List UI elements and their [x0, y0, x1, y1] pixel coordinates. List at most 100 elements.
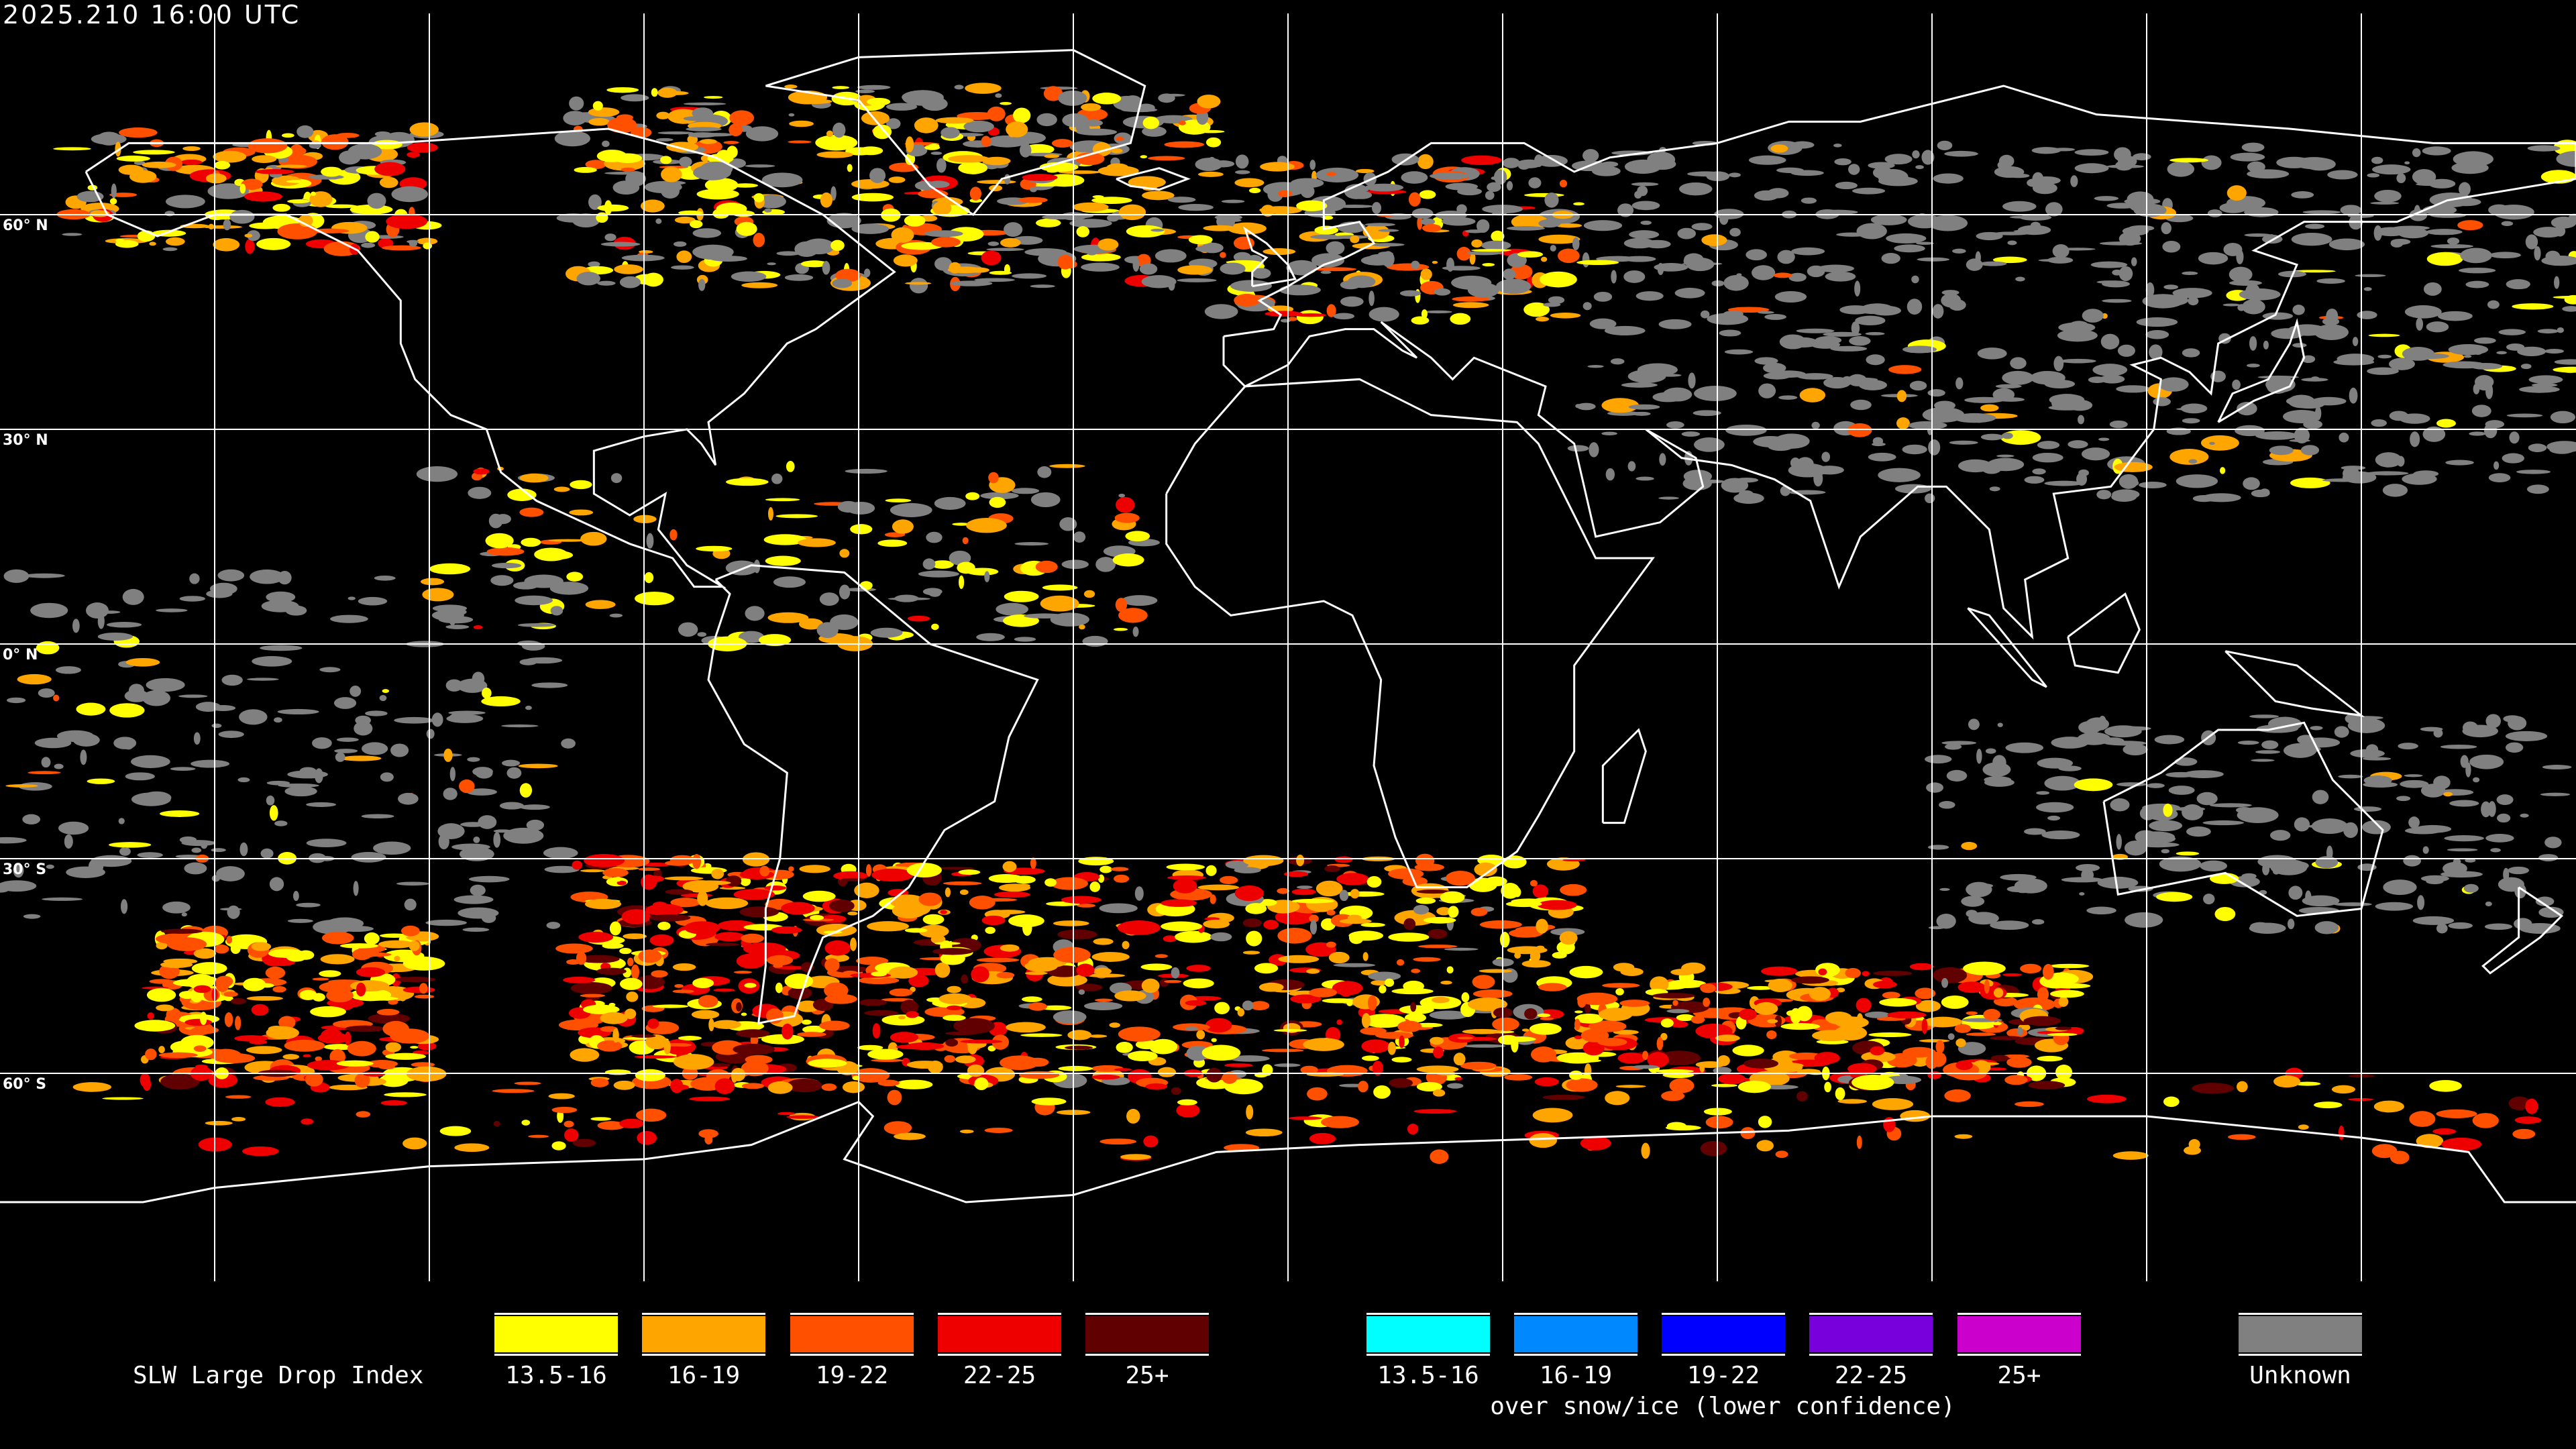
slw-cloud-pixel: [2037, 1055, 2063, 1062]
legend-swatch-azure: [1514, 1313, 1638, 1356]
unknown-cloud-pixel: [1274, 1063, 1301, 1067]
slw-cloud-pixel: [1868, 1032, 1912, 1037]
slw-cloud-pixel: [1300, 1065, 1318, 1075]
slw-cloud-pixel: [578, 955, 620, 963]
slw-cloud-pixel: [272, 203, 290, 212]
unknown-cloud-pixel: [2451, 162, 2489, 174]
coastline-africa: [1165, 378, 1655, 889]
slw-cloud-pixel: [145, 1049, 157, 1061]
slw-cloud-pixel: [1990, 1055, 2009, 1062]
unknown-cloud-pixel: [2070, 175, 2078, 187]
unknown-cloud-pixel: [822, 260, 830, 275]
unknown-cloud-pixel: [1801, 197, 1817, 204]
slw-cloud-pixel: [1870, 1046, 1885, 1056]
unknown-cloud-pixel: [1878, 176, 1918, 186]
unknown-cloud-pixel: [1155, 249, 1187, 263]
slw-cloud-pixel: [948, 155, 990, 163]
slw-cloud-pixel: [482, 687, 492, 699]
slw-cloud-pixel: [248, 138, 288, 154]
unknown-cloud-pixel: [2112, 489, 2140, 500]
slw-cloud-pixel: [784, 85, 798, 89]
slw-cloud-pixel: [1407, 1123, 1419, 1135]
slw-cloud-pixel: [908, 974, 929, 987]
slw-cloud-pixel: [2047, 1032, 2078, 1036]
slw-cloud-pixel: [1845, 967, 1861, 979]
slw-cloud-pixel: [940, 910, 947, 914]
slw-cloud-pixel: [958, 869, 981, 875]
unknown-cloud-pixel: [2079, 892, 2085, 896]
unknown-cloud-pixel: [2514, 883, 2526, 899]
slw-cloud-pixel: [1491, 230, 1505, 242]
slw-cloud-pixel: [948, 227, 984, 241]
unknown-cloud-pixel: [1085, 246, 1099, 256]
slw-cloud-pixel: [1246, 1104, 1254, 1120]
unknown-cloud-pixel: [2092, 364, 2128, 376]
unknown-cloud-pixel: [2030, 370, 2065, 385]
slw-cloud-pixel: [1307, 1087, 1328, 1101]
unknown-cloud-pixel: [2402, 473, 2437, 485]
unknown-cloud-pixel: [863, 268, 871, 278]
unknown-cloud-pixel: [2032, 452, 2063, 463]
unknown-cloud-pixel: [2015, 276, 2025, 282]
unknown-cloud-pixel: [2182, 804, 2204, 820]
unknown-cloud-pixel: [1674, 288, 1705, 299]
unknown-cloud-pixel: [2338, 774, 2363, 779]
slw-cloud-pixel: [1097, 165, 1139, 176]
unknown-cloud-pixel: [2447, 848, 2478, 852]
unknown-cloud-pixel: [335, 752, 345, 762]
slw-cloud-pixel: [1790, 1008, 1802, 1024]
slw-cloud-pixel: [1366, 875, 1382, 888]
slw-cloud-pixel: [417, 237, 438, 245]
slw-cloud-pixel: [764, 885, 787, 891]
unknown-cloud-pixel: [1640, 220, 1652, 225]
unknown-cloud-pixel: [996, 602, 1028, 616]
slw-cloud-pixel: [321, 166, 343, 177]
unknown-cloud-pixel: [1721, 478, 1749, 493]
slw-cloud-pixel: [1016, 883, 1030, 888]
unknown-cloud-pixel: [475, 768, 493, 779]
unknown-cloud-pixel: [351, 851, 386, 863]
unknown-cloud-pixel: [250, 569, 284, 584]
slw-cloud-pixel: [1322, 215, 1334, 220]
slw-cloud-pixel: [665, 889, 694, 895]
slw-cloud-pixel: [733, 971, 753, 974]
unknown-cloud-pixel: [1852, 187, 1886, 195]
slw-cloud-pixel: [788, 140, 812, 144]
unknown-cloud-pixel: [499, 802, 524, 810]
unknown-cloud-pixel: [2017, 1026, 2023, 1036]
unknown-cloud-pixel: [1693, 410, 1721, 417]
slw-cloud-pixel: [1818, 968, 1827, 975]
unknown-cloud-pixel: [1004, 222, 1023, 237]
slw-cloud-pixel: [1770, 144, 1788, 153]
slw-cloud-pixel: [1012, 875, 1036, 884]
unknown-cloud-pixel: [466, 788, 497, 796]
slw-cloud-pixel: [1220, 252, 1226, 258]
lat-label-30n: 30° N: [3, 432, 48, 449]
unknown-cloud-pixel: [2045, 202, 2063, 217]
unknown-cloud-pixel: [1631, 201, 1660, 211]
unknown-cloud-pixel: [2412, 168, 2436, 185]
unknown-cloud-pixel: [1629, 230, 1660, 239]
unknown-cloud-pixel: [2086, 906, 2116, 915]
slw-cloud-pixel: [1872, 980, 1897, 989]
slw-cloud-pixel: [889, 988, 913, 997]
unknown-cloud-pixel: [1917, 257, 1950, 262]
unknown-cloud-pixel: [2496, 794, 2514, 806]
unknown-cloud-pixel: [1081, 262, 1120, 272]
unknown-cloud-pixel: [2052, 148, 2076, 152]
slw-cloud-pixel: [443, 748, 453, 762]
unknown-cloud-pixel: [2118, 474, 2139, 489]
slw-cloud-pixel: [1261, 1049, 1304, 1053]
slw-cloud-pixel: [2112, 1151, 2149, 1160]
unknown-cloud-pixel: [2261, 740, 2279, 749]
unknown-cloud-pixel: [2556, 150, 2576, 167]
unknown-cloud-pixel: [1370, 243, 1405, 247]
unknown-cloud-pixel: [833, 122, 846, 138]
unknown-cloud-pixel: [80, 749, 87, 765]
unknown-cloud-pixel: [1467, 282, 1499, 298]
slw-cloud-pixel: [1862, 971, 1870, 977]
slw-cloud-pixel: [786, 460, 795, 472]
unknown-cloud-pixel: [1763, 362, 1786, 374]
slw-cloud-pixel: [830, 239, 845, 252]
unknown-cloud-pixel: [2440, 871, 2483, 878]
